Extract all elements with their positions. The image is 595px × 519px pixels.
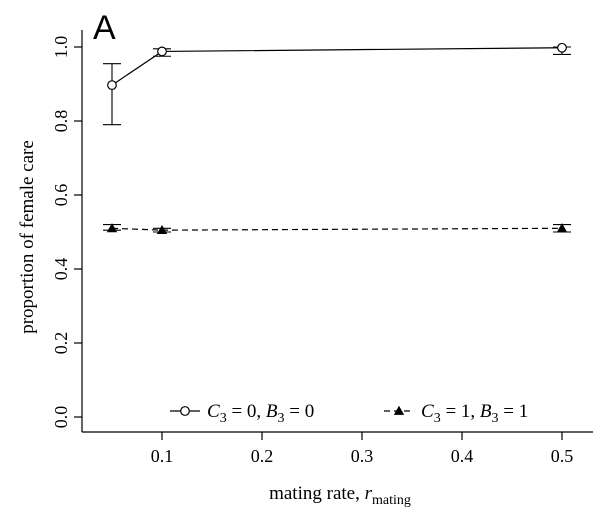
data-point (107, 80, 117, 91)
y-axis-label: proportion of female care (17, 140, 38, 334)
legend-entry-1: C3 = 0, B3 = 0 (170, 401, 314, 426)
x-tick-label: 0.1 (151, 446, 174, 466)
legend-subscript: 3 (220, 411, 227, 426)
legend-text: = 1, (441, 401, 480, 422)
series-layer (103, 42, 571, 235)
x-axis-label-variable: r (365, 483, 373, 504)
x-axis-label-subscript: mating (372, 493, 411, 508)
legend-subscript: 3 (434, 411, 441, 426)
legend-text: C (421, 401, 434, 422)
x-tick-label: 0.4 (451, 446, 474, 466)
legend: C3 = 0, B3 = 0 C3 = 1, B3 = 1 (170, 401, 528, 426)
legend-text: = 0 (285, 401, 315, 422)
panel-label: A (93, 9, 116, 47)
y-tick-label: 0.0 (51, 406, 71, 429)
data-point (157, 46, 167, 57)
legend-text: B (266, 401, 278, 422)
legend-text: = 0, (227, 401, 266, 422)
x-axis-label-text: mating rate, (269, 483, 365, 504)
series-line (111, 47, 563, 86)
series-line (111, 227, 563, 231)
x-axis-label: mating rate, rmating (269, 483, 411, 508)
legend-marker (393, 405, 405, 415)
axes: 0.1 0.2 0.3 0.4 0.5 0.0 0.2 0.4 0.6 0.8 1.0 (51, 30, 593, 466)
x-tick-label: 0.3 (351, 446, 374, 466)
legend-label: C3 = 1, B3 = 1 (421, 401, 528, 426)
legend-marker (180, 406, 190, 416)
y-tick-label: 0.2 (51, 332, 71, 355)
y-tick-label: 1.0 (51, 36, 71, 59)
data-point (557, 42, 567, 53)
data-point (556, 223, 568, 233)
y-tick-label: 0.6 (51, 184, 71, 207)
series-1 (103, 42, 571, 126)
x-tick-label: 0.5 (551, 446, 574, 466)
y-tick-label: 0.4 (51, 258, 71, 281)
data-point (106, 223, 118, 233)
data-point (156, 224, 168, 235)
legend-text: B (480, 401, 492, 422)
series-2 (103, 223, 571, 235)
legend-subscript: 3 (492, 411, 499, 426)
legend-label: C3 = 0, B3 = 0 (207, 401, 314, 426)
legend-subscript: 3 (278, 411, 285, 426)
legend-text: C (207, 401, 220, 422)
legend-entry-2: C3 = 1, B3 = 1 (384, 401, 528, 426)
x-tick-label: 0.2 (251, 446, 274, 466)
legend-text: = 1 (499, 401, 529, 422)
y-tick-label: 0.8 (51, 110, 71, 133)
